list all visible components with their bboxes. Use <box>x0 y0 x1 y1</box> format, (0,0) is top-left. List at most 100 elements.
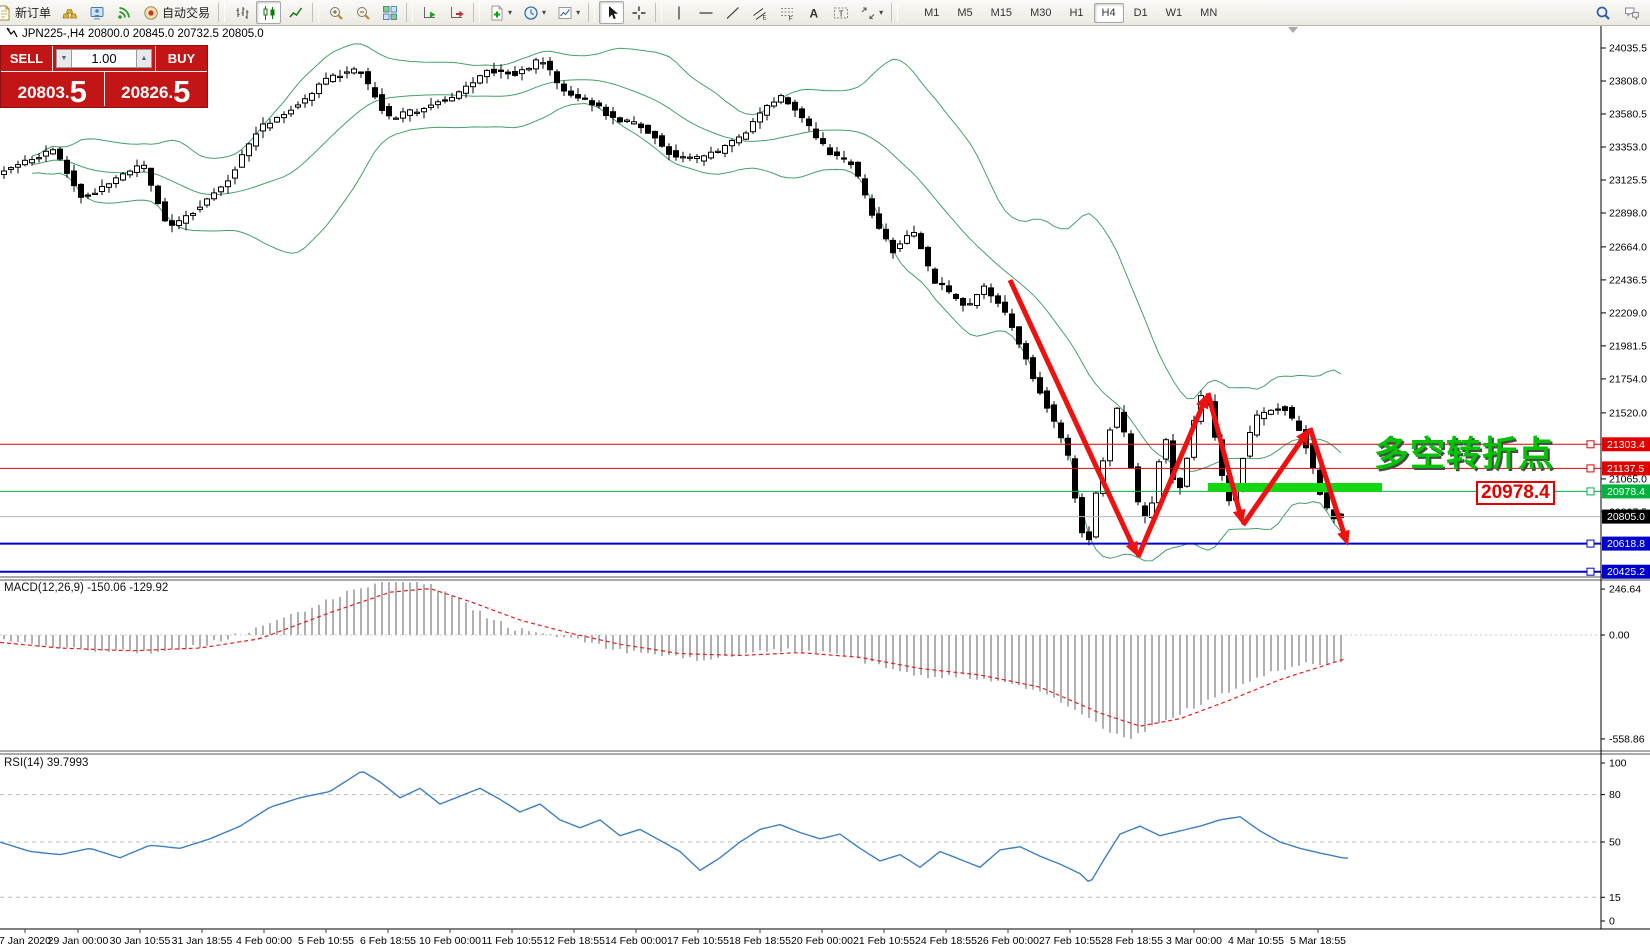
text-button[interactable]: A <box>801 1 826 24</box>
candle-chart-button[interactable] <box>256 1 282 24</box>
sell-button[interactable]: SELL <box>1 46 53 71</box>
symbol-info: JPN225-,H4 20800.0 20845.0 20732.5 20805… <box>6 27 264 41</box>
svg-text:21520.0: 21520.0 <box>1609 407 1647 419</box>
annotation-trend-arrows[interactable] <box>1007 278 1350 558</box>
timeframe-h4-button[interactable]: H4 <box>1093 2 1124 23</box>
toolbar-separator <box>473 3 481 22</box>
svg-text:23580.5: 23580.5 <box>1609 109 1647 121</box>
timeframe-w1-button[interactable]: W1 <box>1165 6 1183 19</box>
signals-button[interactable] <box>111 1 136 24</box>
svg-text:5 Feb 10:55: 5 Feb 10:55 <box>298 935 354 947</box>
timeframe-mn-button[interactable]: MN <box>1200 6 1218 19</box>
rsi-indicator-label: RSI(14) 39.7993 <box>4 757 89 769</box>
svg-text:20618.8: 20618.8 <box>1607 538 1645 550</box>
main-price-pane <box>0 43 1601 576</box>
gold-bars-icon <box>61 4 78 21</box>
symbol-ohlc-text: JPN225-,H4 20800.0 20845.0 20732.5 20805… <box>22 28 264 40</box>
zoom-in-button[interactable] <box>323 1 348 24</box>
channel-button[interactable]: E <box>747 1 772 24</box>
cursor-button[interactable] <box>599 1 625 24</box>
buy-button[interactable]: BUY <box>167 51 196 66</box>
sell-price-big-digit: 5 <box>69 73 87 109</box>
gold-bars-button[interactable] <box>57 1 82 24</box>
tile-windows-button[interactable] <box>377 1 402 24</box>
svg-text:246.64: 246.64 <box>1609 584 1641 596</box>
svg-text:20978.4: 20978.4 <box>1607 486 1645 498</box>
svg-text:0: 0 <box>1609 916 1615 928</box>
buy-price[interactable]: 20826. 5 <box>105 72 208 109</box>
svg-text:20 Feb 00:00: 20 Feb 00:00 <box>791 935 853 947</box>
timeframe-m15-button[interactable]: M15 <box>990 6 1013 19</box>
svg-text:30 Jan 10:55: 30 Jan 10:55 <box>110 935 171 947</box>
volume-decrease-button[interactable]: ▼ <box>56 49 72 68</box>
bar-chart-button[interactable] <box>229 1 254 24</box>
templates-button[interactable]: ▾ <box>552 1 584 24</box>
market-watch-button[interactable] <box>84 1 109 24</box>
annotation-price-tag[interactable]: 20978.4 <box>1476 481 1555 505</box>
svg-text:50: 50 <box>1609 837 1621 849</box>
svg-text:21303.4: 21303.4 <box>1607 439 1645 451</box>
svg-text:6 Feb 18:55: 6 Feb 18:55 <box>360 935 416 947</box>
svg-text:F: F <box>788 15 792 21</box>
chart-shift-button[interactable] <box>444 1 469 24</box>
shift-marker-icon <box>1288 27 1298 33</box>
svg-text:20805.0: 20805.0 <box>1607 511 1645 523</box>
indicators-button[interactable]: ▾ <box>484 1 516 24</box>
timeframe-m30-button[interactable]: M30 <box>1030 6 1052 19</box>
fibonacci-icon: F <box>778 4 795 21</box>
volume-increase-button[interactable]: ▲ <box>136 49 152 68</box>
chart-canvas[interactable]: 24035.5 23808.0 23580.5 23353.0 23125.5 22898… <box>0 26 1650 949</box>
cursor-icon <box>603 4 620 21</box>
dropdown-caret: ▾ <box>542 8 547 17</box>
volume-stepper: ▼ 1.00 ▲ <box>53 46 156 71</box>
macd-histogram <box>3 582 1342 739</box>
sell-price-main: 20803. <box>17 83 70 102</box>
timeframe-d1-button[interactable]: D1 <box>1133 6 1148 19</box>
svg-text:21 Feb 10:55: 21 Feb 10:55 <box>853 935 915 947</box>
svg-text:18 Feb 18:55: 18 Feb 18:55 <box>729 935 791 947</box>
line-chart-button[interactable] <box>283 1 308 24</box>
annotation-turning-point-text[interactable]: 多空转折点 <box>1374 435 1555 474</box>
autotrading-button[interactable]: 自动交易 <box>138 1 214 24</box>
timeframe-m5-button[interactable]: M5 <box>957 6 973 19</box>
label-button[interactable]: T <box>828 1 853 24</box>
search-icon[interactable] <box>1594 4 1611 21</box>
svg-text:17 Feb 10:55: 17 Feb 10:55 <box>667 935 729 947</box>
periods-button[interactable]: ▾ <box>518 1 550 24</box>
trendline-icon <box>724 4 741 21</box>
svg-text:26 Feb 00:00: 26 Feb 00:00 <box>977 935 1039 947</box>
timeframe-h1-button[interactable]: H1 <box>1069 6 1084 19</box>
tile-windows-icon <box>381 4 398 21</box>
toolbar-buttons: 新订单 自动交易 ▾ ▾ ▾ E F A T ▾ <box>0 1 901 24</box>
svg-text:11 Feb 10:55: 11 Feb 10:55 <box>481 935 542 947</box>
rsi-line <box>0 771 1348 883</box>
text-icon: A <box>805 4 822 21</box>
channel-icon: E <box>751 4 768 21</box>
svg-text:21065.0: 21065.0 <box>1609 473 1647 485</box>
main-toolbar: 新订单 自动交易 ▾ ▾ ▾ E F A T ▾ M1 M5 M15 M30 H1 H4 D1 W1 MN <box>0 0 1650 26</box>
volume-input[interactable]: 1.00 <box>72 49 136 68</box>
buy-price-big-digit: 5 <box>173 73 191 109</box>
auto-scroll-icon <box>421 4 438 21</box>
vline-button[interactable] <box>666 1 691 24</box>
new-order-button[interactable]: 新订单 <box>0 1 55 24</box>
svg-text:80: 80 <box>1609 789 1621 801</box>
svg-text:E: E <box>762 15 766 21</box>
auto-scroll-button[interactable] <box>417 1 442 24</box>
crosshair-button[interactable] <box>626 1 651 24</box>
sell-price[interactable]: 20803. 5 <box>1 72 105 109</box>
zoom-out-button[interactable] <box>350 1 375 24</box>
shapes-button[interactable]: ▾ <box>855 1 887 24</box>
timeframe-m1-button[interactable]: M1 <box>924 6 940 19</box>
svg-text:T: T <box>838 8 843 18</box>
price-axis[interactable]: 24035.5 23808.0 23580.5 23353.0 23125.5 22898… <box>1601 43 1650 928</box>
zoom-out-icon <box>354 4 371 21</box>
hline-button[interactable] <box>693 1 718 24</box>
toolbar-separator <box>406 3 414 22</box>
fibonacci-button[interactable]: F <box>774 1 799 24</box>
annotation-green-bar[interactable] <box>1208 483 1382 492</box>
chat-icon[interactable] <box>1623 4 1640 21</box>
candle-chart-icon <box>260 4 277 21</box>
trendline-button[interactable] <box>720 1 745 24</box>
